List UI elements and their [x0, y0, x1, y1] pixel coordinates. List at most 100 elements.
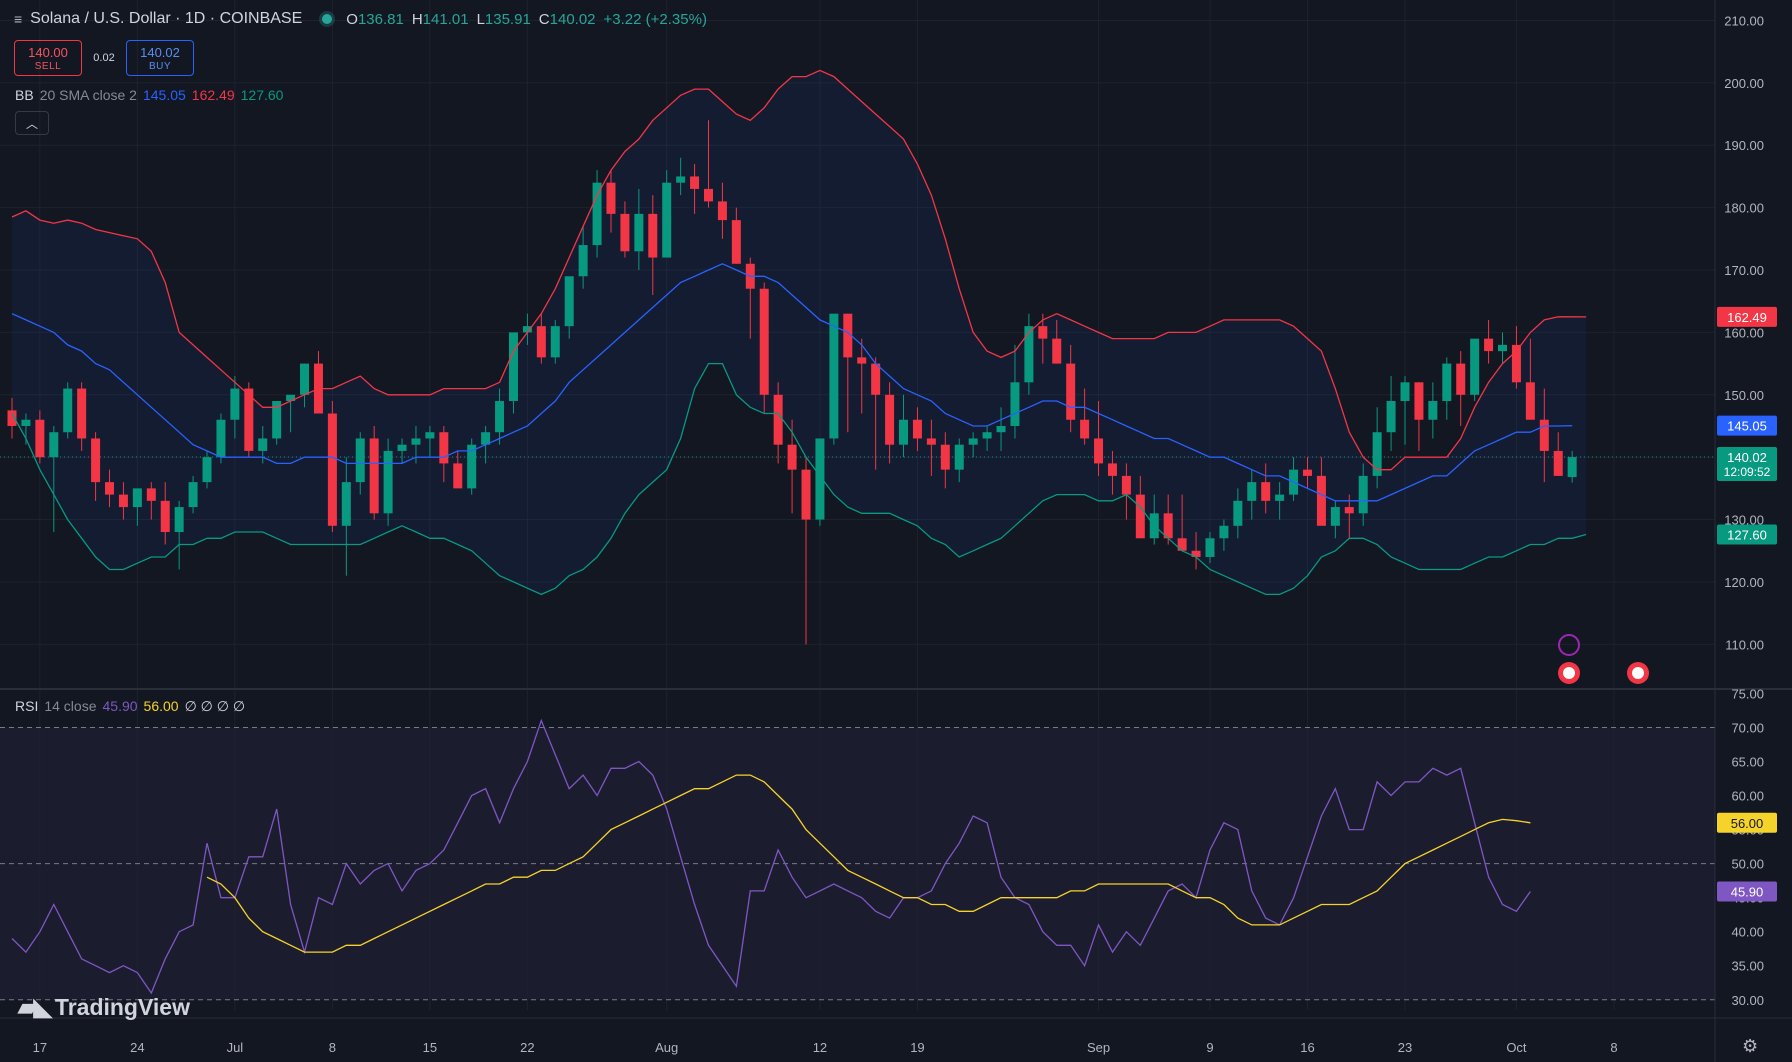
candle-body[interactable]: [1024, 326, 1034, 383]
candle-body[interactable]: [481, 432, 491, 445]
candle-body[interactable]: [1094, 438, 1104, 464]
candle-body[interactable]: [1052, 338, 1062, 364]
candle-body[interactable]: [230, 388, 240, 420]
candle-body[interactable]: [383, 450, 393, 514]
buy-button[interactable]: 140.02 BUY: [126, 40, 194, 76]
candle-body[interactable]: [899, 419, 909, 445]
candle-body[interactable]: [773, 394, 783, 445]
candle-body[interactable]: [843, 313, 853, 358]
candle-body[interactable]: [369, 438, 379, 514]
candle-body[interactable]: [355, 438, 365, 483]
candle-body[interactable]: [1358, 475, 1368, 514]
candle-body[interactable]: [1261, 482, 1271, 501]
candle-body[interactable]: [954, 444, 964, 470]
candle-body[interactable]: [1247, 482, 1257, 501]
candle-body[interactable]: [912, 419, 922, 439]
candle-body[interactable]: [968, 438, 978, 445]
candle-body[interactable]: [1344, 507, 1354, 514]
candle-body[interactable]: [1330, 507, 1340, 526]
candle-body[interactable]: [857, 357, 867, 364]
candle-body[interactable]: [1080, 419, 1090, 439]
candle-body[interactable]: [105, 482, 115, 495]
candle-body[interactable]: [606, 182, 616, 214]
lightning-event-icon[interactable]: [1558, 634, 1580, 656]
candle-body[interactable]: [1525, 382, 1535, 420]
candle-body[interactable]: [202, 457, 212, 483]
candle-body[interactable]: [439, 432, 449, 464]
candle-body[interactable]: [620, 213, 630, 252]
candle-body[interactable]: [1484, 338, 1494, 352]
candle-body[interactable]: [717, 201, 727, 221]
candle-body[interactable]: [467, 444, 477, 489]
candle-body[interactable]: [1567, 457, 1577, 478]
candle-body[interactable]: [634, 213, 644, 252]
candle-body[interactable]: [1302, 469, 1312, 476]
candle-body[interactable]: [759, 288, 769, 395]
rsi-legend[interactable]: RSI 14 close 45.90 56.00 ∅ ∅ ∅ ∅: [15, 698, 246, 714]
candle-body[interactable]: [1177, 538, 1187, 551]
candle-body[interactable]: [1456, 363, 1466, 395]
candle-body[interactable]: [272, 401, 282, 439]
candle-body[interactable]: [7, 410, 17, 426]
bb-legend[interactable]: BB 20 SMA close 2 145.05 162.49 127.60: [15, 87, 284, 103]
candle-body[interactable]: [522, 326, 532, 333]
candle-body[interactable]: [662, 182, 672, 258]
symbol-title[interactable]: Solana / U.S. Dollar · 1D · COINBASE: [30, 10, 303, 27]
candle-body[interactable]: [286, 394, 296, 402]
candle-body[interactable]: [1428, 401, 1438, 420]
candle-body[interactable]: [1511, 344, 1521, 383]
candle-body[interactable]: [160, 500, 170, 533]
candle-body[interactable]: [1038, 326, 1048, 339]
candle-body[interactable]: [1191, 550, 1201, 557]
candle-body[interactable]: [578, 245, 588, 277]
candle-body[interactable]: [508, 332, 518, 402]
candle-body[interactable]: [1205, 538, 1215, 557]
candle-body[interactable]: [1386, 401, 1396, 433]
candle-body[interactable]: [341, 482, 351, 526]
candle-body[interactable]: [982, 432, 992, 439]
candle-body[interactable]: [63, 388, 73, 433]
candle-body[interactable]: [1414, 382, 1424, 420]
candle-body[interactable]: [676, 176, 686, 183]
candle-body[interactable]: [648, 213, 658, 258]
candle-body[interactable]: [592, 182, 602, 246]
candle-body[interactable]: [118, 494, 128, 508]
candle-body[interactable]: [21, 419, 31, 426]
candle-body[interactable]: [1163, 513, 1173, 539]
candle-body[interactable]: [188, 482, 198, 508]
candle-body[interactable]: [1275, 494, 1285, 501]
candle-body[interactable]: [1442, 363, 1452, 402]
candle-body[interactable]: [871, 363, 881, 395]
candle-body[interactable]: [397, 444, 407, 451]
candle-body[interactable]: [1135, 494, 1145, 539]
candle-body[interactable]: [1553, 450, 1563, 476]
candle-body[interactable]: [996, 425, 1006, 433]
menu-icon[interactable]: ≡: [14, 11, 23, 27]
candle-body[interactable]: [132, 488, 142, 508]
candle-body[interactable]: [1233, 500, 1243, 526]
candle-body[interactable]: [731, 220, 741, 264]
candle-body[interactable]: [411, 438, 421, 445]
sell-button[interactable]: 140.00 SELL: [14, 40, 82, 76]
candle-body[interactable]: [1107, 463, 1117, 476]
candle-body[interactable]: [690, 176, 700, 189]
candle-body[interactable]: [300, 363, 310, 395]
candle-body[interactable]: [1400, 382, 1410, 402]
candle-body[interactable]: [1372, 432, 1382, 476]
candle-body[interactable]: [258, 438, 268, 451]
candle-body[interactable]: [940, 444, 950, 470]
candle-body[interactable]: [216, 419, 226, 458]
candle-body[interactable]: [829, 313, 839, 439]
collapse-legend-button[interactable]: ︿: [15, 111, 49, 135]
candle-body[interactable]: [146, 488, 156, 501]
candle-body[interactable]: [815, 438, 825, 520]
candle-body[interactable]: [495, 401, 505, 433]
candle-body[interactable]: [174, 507, 184, 533]
candle-body[interactable]: [425, 432, 435, 439]
candle-body[interactable]: [1121, 475, 1131, 495]
candle-body[interactable]: [704, 188, 713, 202]
candle-body[interactable]: [787, 444, 797, 470]
candle-body[interactable]: [1316, 475, 1326, 526]
candle-body[interactable]: [77, 388, 87, 439]
